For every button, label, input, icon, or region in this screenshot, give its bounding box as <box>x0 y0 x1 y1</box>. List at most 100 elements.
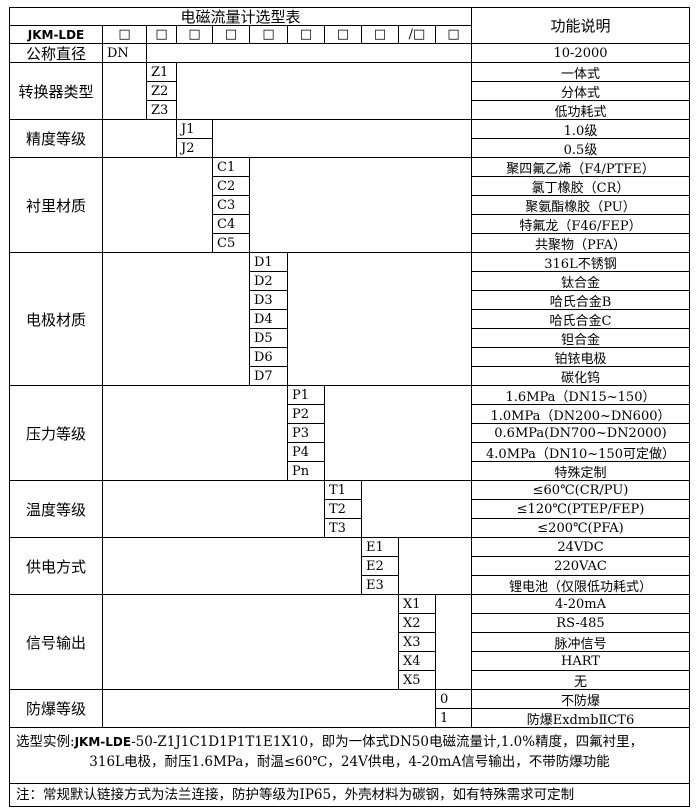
option-code: J2 <box>176 138 213 158</box>
blank-cell <box>176 62 472 120</box>
option-description: 碳化钨 <box>471 366 690 386</box>
option-code: Z1 <box>146 62 177 82</box>
option-description: 0.6MPa(DN700~DN2000) <box>471 423 690 443</box>
blank-cell <box>398 537 472 595</box>
section-label: 温度等级 <box>9 480 103 538</box>
option-description: 1.0级 <box>471 119 690 139</box>
blank-cell <box>102 62 147 120</box>
note: 注：常规默认链接方式为法兰连接，防护等级为IP65，外壳材料为碳钢，如有特殊需求… <box>9 783 690 807</box>
blank-cell <box>102 480 325 538</box>
option-description: 聚氨酯橡胶（PU） <box>471 195 690 215</box>
option-description: 分体式 <box>471 81 690 101</box>
code-box: /□ <box>398 25 436 44</box>
option-code: X3 <box>398 632 436 652</box>
option-code: 1 <box>435 708 472 728</box>
option-description: 钛合金 <box>471 271 690 291</box>
option-code: P3 <box>287 423 325 443</box>
option-code: D7 <box>249 366 288 386</box>
option-description: 24VDC <box>471 537 690 557</box>
code-box: □ <box>287 25 325 44</box>
option-description: 1.6MPa（DN15~150） <box>471 385 690 405</box>
option-description: 低功耗式 <box>471 100 690 120</box>
code-box: □ <box>176 25 213 44</box>
option-code: C1 <box>212 157 250 177</box>
option-code: C2 <box>212 176 250 196</box>
option-code: P2 <box>287 404 325 424</box>
blank-cell <box>361 480 472 538</box>
option-description: 10-2000 <box>471 43 690 63</box>
option-description: 共聚物（PFA） <box>471 233 690 253</box>
option-description: 铂铱电极 <box>471 347 690 367</box>
option-code: D1 <box>249 252 288 272</box>
section-label: 供电方式 <box>9 537 103 595</box>
option-code: D4 <box>249 309 288 329</box>
option-description: 防爆ExdmbⅡCT6 <box>471 708 690 728</box>
option-description: 哈氏合金B <box>471 290 690 310</box>
code-box: □ <box>435 25 472 44</box>
example-prefix: 选型实例: <box>16 734 75 750</box>
option-code: X1 <box>398 594 436 614</box>
option-code: T2 <box>324 499 362 519</box>
section-label: 压力等级 <box>9 385 103 481</box>
option-description: HART <box>471 651 690 671</box>
option-code: E2 <box>361 556 399 576</box>
option-description: ≤200℃(PFA) <box>471 518 690 538</box>
section-label: 电极材质 <box>9 252 103 386</box>
model-prefix: JKM-LDE <box>9 25 103 44</box>
option-description: 聚四氟乙烯（F4/PTFE） <box>471 157 690 177</box>
code-box: □ <box>146 25 177 44</box>
option-description: 哈氏合金C <box>471 309 690 329</box>
option-code: C4 <box>212 214 250 234</box>
option-description: 钽合金 <box>471 328 690 348</box>
selection-example: 选型实例:JKM-LDE-50-Z1J1C1D1P1T1E1X10，即为一体式D… <box>9 727 690 784</box>
option-description: 氯丁橡胶（CR） <box>471 176 690 196</box>
option-code: Pn <box>287 461 325 481</box>
example-model: JKM-LDE <box>74 735 132 749</box>
option-code: Z2 <box>146 81 177 101</box>
code-box: □ <box>324 25 362 44</box>
section-label: 转换器类型 <box>9 62 103 120</box>
blank-cell <box>435 594 472 690</box>
option-code: J1 <box>176 119 213 139</box>
option-code: X5 <box>398 670 436 690</box>
section-label: 公称直径 <box>9 43 103 63</box>
option-description: 特氟龙（F46/FEP） <box>471 214 690 234</box>
option-code: X4 <box>398 651 436 671</box>
blank-cell <box>287 252 472 386</box>
option-code: D2 <box>249 271 288 291</box>
option-description: 一体式 <box>471 62 690 82</box>
option-code: X2 <box>398 613 436 633</box>
option-code: T1 <box>324 480 362 500</box>
blank-cell <box>212 119 472 158</box>
blank-cell <box>102 157 213 253</box>
option-description: 特殊定制 <box>471 461 690 481</box>
blank-cell <box>102 537 362 595</box>
option-description: 316L不锈钢 <box>471 252 690 272</box>
section-label: 精度等级 <box>9 119 103 158</box>
option-description: RS-485 <box>471 613 690 633</box>
option-description: ≤60℃(CR/PU) <box>471 480 690 500</box>
option-code: C5 <box>212 233 250 253</box>
blank-cell <box>102 689 436 728</box>
option-description: 1.0MPa（DN200~DN600） <box>471 404 690 424</box>
function-header: 功能说明 <box>471 7 690 44</box>
blank-cell <box>249 157 472 253</box>
example-text: -50-Z1J1C1D1P1T1E1X10，即为一体式DN50电磁流量计,1.0… <box>131 734 644 750</box>
option-description: 4-20mA <box>471 594 690 614</box>
example-line-2: 316L电极，耐压1.6MPa，耐温≤60℃，24V供电，4-20mA信号输出，… <box>89 754 610 770</box>
option-code: P1 <box>287 385 325 405</box>
option-code: C3 <box>212 195 250 215</box>
section-label: 信号输出 <box>9 594 103 690</box>
option-code: T3 <box>324 518 362 538</box>
blank-cell <box>102 119 177 158</box>
option-description: 220VAC <box>471 556 690 576</box>
option-description: 0.5级 <box>471 138 690 158</box>
option-description: 脉冲信号 <box>471 632 690 652</box>
code-box: □ <box>212 25 250 44</box>
option-description: ≤120℃(PTEP/FEP) <box>471 499 690 519</box>
option-description: 无 <box>471 670 690 690</box>
blank-cell <box>102 594 399 690</box>
code-box: □ <box>361 25 399 44</box>
option-code: P4 <box>287 442 325 462</box>
